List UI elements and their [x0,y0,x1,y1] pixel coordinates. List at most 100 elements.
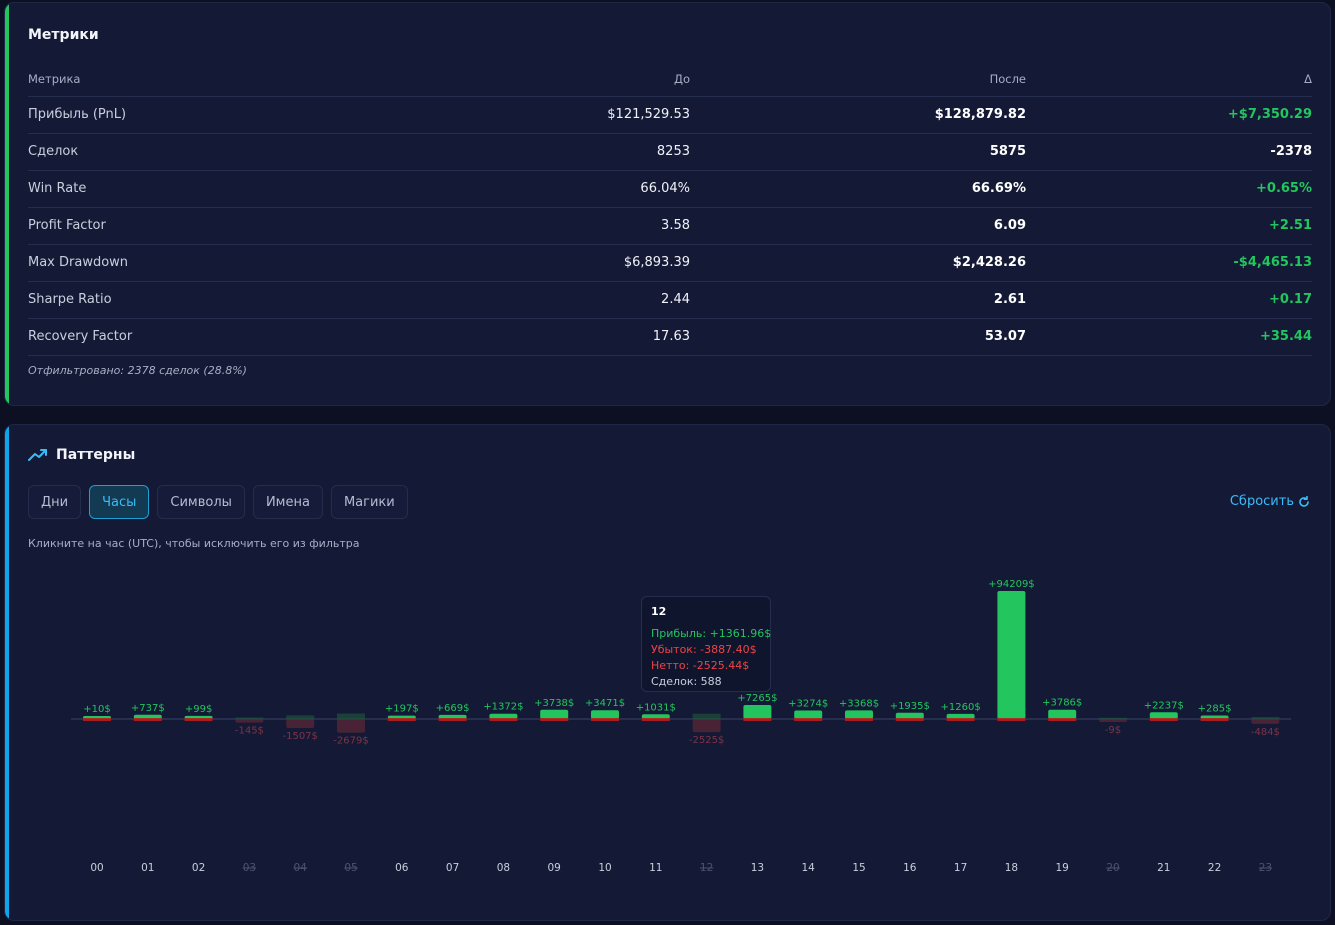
patterns-card: Паттерны Дни Часы Символы Имена Магики Сброс… [4,424,1331,921]
bar-08[interactable] [489,713,518,719]
metrics-table: Метрика До После Δ Прибыль (PnL) $121,529… [28,63,1312,356]
x-tick-16[interactable]: 16 [903,862,917,874]
metric-after: 5875 [690,133,1026,171]
table-row: Sharpe Ratio 2.44 2.61 +0.17 [28,281,1312,319]
x-tick-11[interactable]: 11 [649,862,662,874]
x-tick-03[interactable]: 03 [243,862,256,874]
bar-18[interactable] [997,591,1026,719]
metric-before: 8253 [373,133,690,171]
x-tick-22[interactable]: 22 [1208,862,1221,874]
x-tick-08[interactable]: 08 [497,862,510,874]
bar-label-14: +3274$ [788,699,828,710]
patterns-title: Паттерны [56,447,136,463]
tab-4[interactable]: Магики [330,485,408,519]
bar-label-21: +2237$ [1144,700,1184,711]
bar-label-18: +94209$ [988,579,1035,590]
bar-14[interactable] [794,710,823,719]
x-tick-04[interactable]: 04 [294,862,308,874]
bar-label-03: -145$ [235,726,264,737]
bar-label-11: +1031$ [636,702,676,713]
bar-label-04: -1507$ [282,731,317,742]
x-tick-12[interactable]: 12 [700,862,713,874]
bar-loss-15 [845,718,873,721]
tab-0[interactable]: Дни [28,485,82,519]
bar-12[interactable] [692,719,721,733]
x-tick-10[interactable]: 10 [598,862,611,874]
bar-10[interactable] [591,710,619,719]
bar-19[interactable] [1048,709,1077,719]
x-tick-06[interactable]: 06 [395,862,409,874]
bar-03[interactable] [235,719,264,723]
bar-label-22: +285$ [1198,704,1232,715]
table-row: Win Rate 66.04% 66.69% +0.65% [28,170,1312,208]
patterns-header: Паттерны [28,447,135,463]
table-row: Recovery Factor 17.63 53.07 +35.44 [28,318,1312,356]
bar-profit-05 [337,713,365,719]
reset-button[interactable]: Сбросить [1230,494,1310,509]
bar-16[interactable] [895,712,924,719]
bar-04[interactable] [286,719,315,729]
bar-09[interactable] [540,709,569,719]
bar-label-15: +3368$ [839,698,879,709]
bar-loss-16 [895,718,924,721]
bar-loss-14 [794,718,823,721]
bar-07[interactable] [438,714,467,719]
bar-label-12: -2525$ [689,735,724,746]
x-tick-23[interactable]: 23 [1259,862,1272,874]
tab-1[interactable]: Часы [89,485,150,519]
metric-name: Max Drawdown [28,244,373,282]
x-tick-13[interactable]: 13 [751,862,764,874]
metric-delta: +35.44 [1026,318,1312,356]
tab-3[interactable]: Имена [252,485,323,519]
refresh-icon [1299,495,1309,507]
bar-15[interactable] [845,710,873,719]
bar-01[interactable] [133,714,162,719]
bar-11[interactable] [641,714,670,719]
bar-loss-01 [133,718,162,721]
bar-23[interactable] [1251,719,1280,724]
x-tick-15[interactable]: 15 [852,862,865,874]
x-tick-21[interactable]: 21 [1157,862,1170,874]
x-tick-02[interactable]: 02 [192,862,205,874]
tab-2[interactable]: Символы [157,485,245,519]
bar-label-06: +197$ [385,704,419,715]
x-tick-20[interactable]: 20 [1106,862,1119,874]
bar-label-02: +99$ [185,704,212,715]
bar-loss-17 [946,718,975,721]
bar-20[interactable] [1099,719,1127,723]
bar-label-01: +737$ [131,703,165,714]
metric-after: 6.09 [690,207,1026,245]
bar-13[interactable] [743,705,772,719]
bar-17[interactable] [946,713,975,719]
x-tick-07[interactable]: 07 [446,862,459,874]
table-row: Прибыль (PnL) $121,529.53 $128,879.82 +$7,3… [28,96,1312,134]
table-row: Profit Factor 3.58 6.09 +2.51 [28,207,1312,245]
x-tick-09[interactable]: 09 [548,862,561,874]
bar-05[interactable] [337,719,365,733]
hourly-pnl-chart: +10$ 00 +737$ 01 +99$ 02 -145$ 03 -1507$ 04 -2679$… [71,579,1291,874]
bar-label-13: +7265$ [737,693,777,704]
bar-profit-04 [286,715,315,719]
x-tick-18[interactable]: 18 [1005,862,1018,874]
filtered-note: Отфильтровано: 2378 сделок (28.8%) [28,364,247,377]
metric-before: 17.63 [373,318,690,356]
metrics-header-row: Метрика До После Δ [28,63,1312,97]
x-tick-17[interactable]: 17 [954,862,967,874]
metric-delta: -2378 [1026,133,1312,171]
x-tick-19[interactable]: 19 [1056,862,1069,874]
bar-loss-18 [997,718,1026,721]
bar-profit-23 [1251,717,1280,719]
column-header-metric: Метрика [28,63,373,97]
x-tick-05[interactable]: 05 [344,862,357,874]
bar-label-09: +3738$ [534,698,574,709]
bar-loss-07 [438,718,467,721]
metric-delta: -$4,465.13 [1026,244,1312,282]
metric-after: 66.69% [690,170,1026,208]
metric-before: $6,893.39 [373,244,690,282]
x-tick-00[interactable]: 00 [90,862,103,874]
x-tick-14[interactable]: 14 [802,862,816,874]
bar-21[interactable] [1149,712,1178,719]
metric-after: 2.61 [690,281,1026,319]
bar-label-05: -2679$ [333,736,368,747]
x-tick-01[interactable]: 01 [141,862,154,874]
